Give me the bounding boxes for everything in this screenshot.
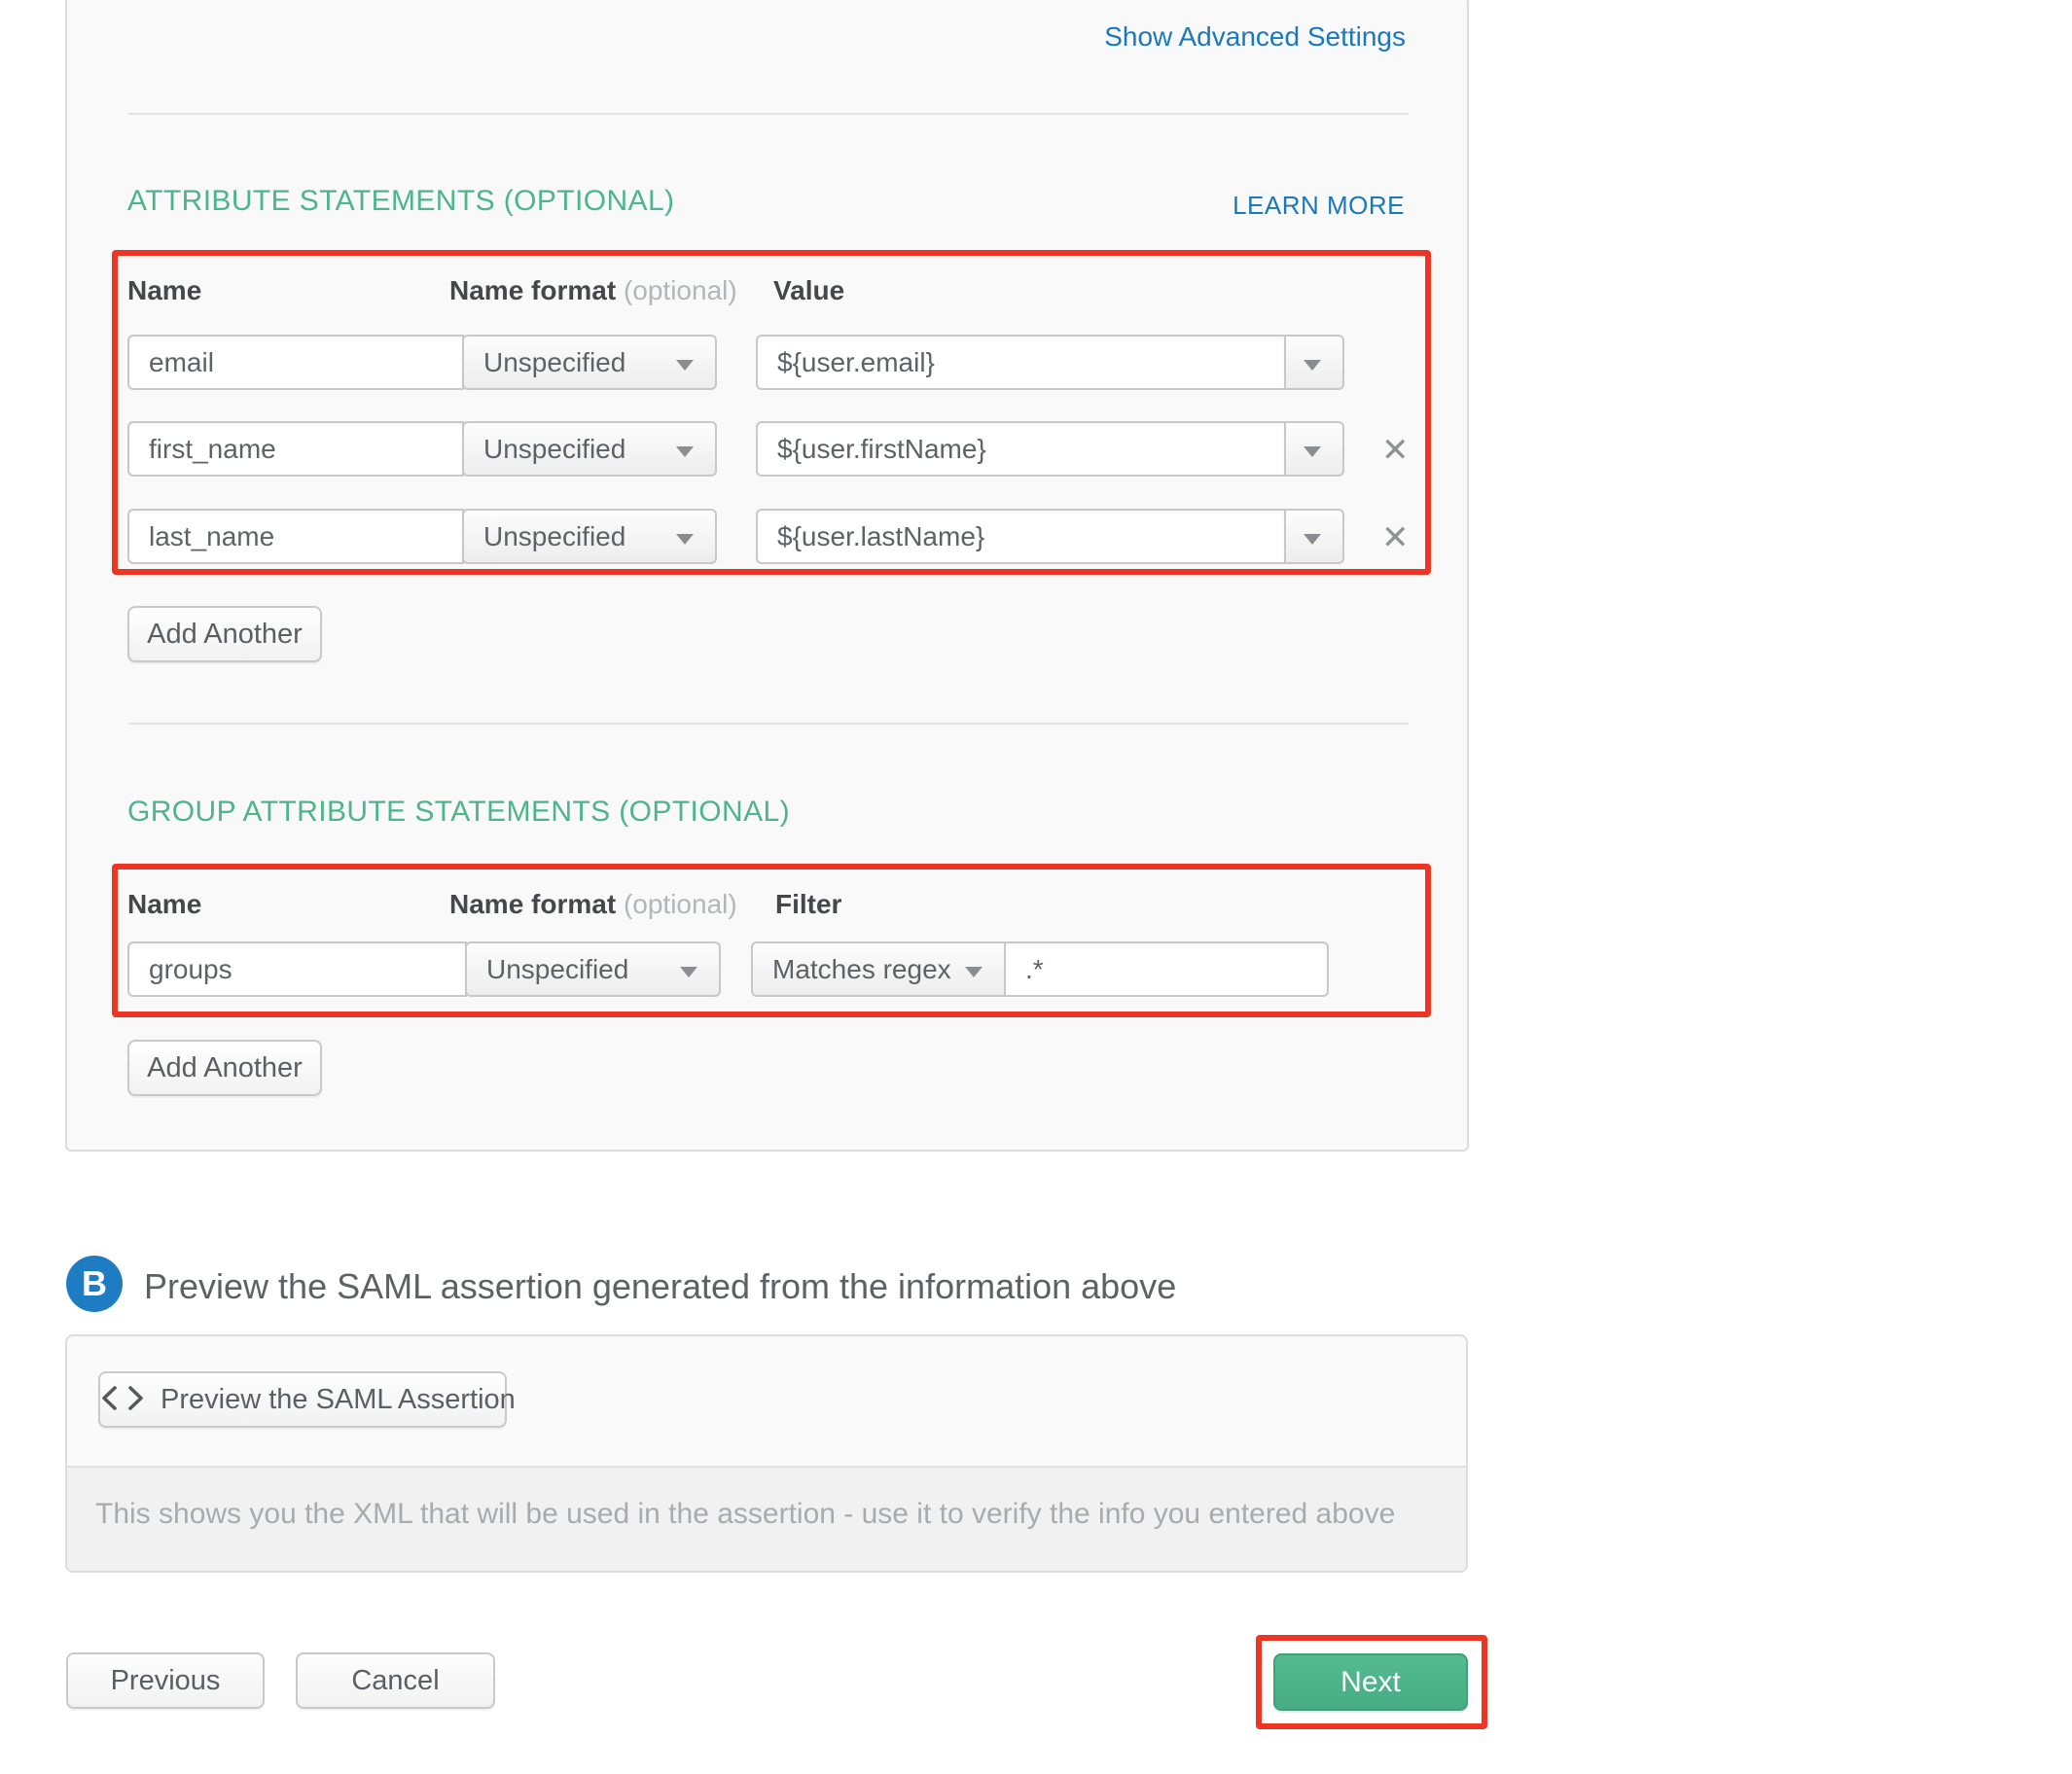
chevron-down-icon: [1304, 446, 1321, 457]
name-format-select[interactable]: Unspecified: [462, 335, 717, 390]
next-button[interactable]: Next: [1273, 1653, 1468, 1711]
column-header-value: Value: [773, 275, 845, 305]
value-dropdown-button[interactable]: [1284, 335, 1344, 390]
column-header-name: Name: [127, 889, 202, 919]
remove-row-close-icon[interactable]: ✕: [1381, 519, 1410, 556]
name-format-select[interactable]: Unspecified: [462, 421, 717, 477]
divider: [128, 723, 1409, 725]
attribute-name-input[interactable]: [127, 335, 464, 390]
add-another-button[interactable]: Add Another: [127, 1040, 322, 1096]
attribute-statements-title: ATTRIBUTE STATEMENTS (OPTIONAL): [127, 185, 675, 217]
chevron-down-icon: [680, 967, 697, 977]
attribute-value-input[interactable]: [756, 509, 1286, 564]
code-icon: [102, 1386, 143, 1410]
column-header-optional-label: (optional): [623, 889, 737, 919]
column-header-name-format: Name format (optional): [449, 275, 737, 306]
column-header-name-format-label: Name format: [449, 889, 617, 919]
column-header-filter: Filter: [775, 889, 842, 919]
attribute-name-input[interactable]: [127, 509, 464, 564]
chevron-down-icon: [1304, 534, 1321, 545]
name-format-value: Unspecified: [483, 434, 626, 464]
value-dropdown-button[interactable]: [1284, 421, 1344, 477]
column-header-name: Name: [127, 275, 202, 305]
cancel-button[interactable]: Cancel: [296, 1652, 495, 1709]
add-another-button[interactable]: Add Another: [127, 606, 322, 662]
preview-panel: [65, 1334, 1468, 1573]
column-header-name-format-label: Name format: [449, 275, 617, 305]
filter-value-input[interactable]: [1004, 941, 1329, 997]
attribute-value-input[interactable]: [756, 421, 1286, 477]
attribute-value-input[interactable]: [756, 335, 1286, 390]
group-attribute-statements-title: GROUP ATTRIBUTE STATEMENTS (OPTIONAL): [127, 796, 790, 828]
section-b-badge: B: [66, 1256, 123, 1312]
learn-more-link[interactable]: LEARN MORE: [1232, 191, 1405, 220]
divider: [128, 113, 1409, 115]
preview-helper-text: This shows you the XML that will be used…: [95, 1498, 1396, 1530]
column-header-optional-label: (optional): [623, 275, 737, 305]
name-format-value: Unspecified: [483, 521, 626, 551]
preview-saml-assertion-button[interactable]: Preview the SAML Assertion: [98, 1371, 516, 1428]
group-name-format-select[interactable]: Unspecified: [465, 941, 721, 997]
attribute-name-input[interactable]: [127, 421, 464, 477]
remove-row-close-icon[interactable]: ✕: [1381, 432, 1410, 469]
chevron-down-icon: [676, 534, 694, 545]
preview-saml-assertion-label: Preview the SAML Assertion: [161, 1384, 516, 1415]
section-b-title: Preview the SAML assertion generated fro…: [144, 1266, 1177, 1306]
chevron-down-icon: [676, 360, 694, 371]
chevron-down-icon: [1304, 360, 1321, 371]
chevron-down-icon: [965, 967, 982, 977]
filter-type-select[interactable]: Matches regex: [751, 941, 1006, 997]
show-advanced-settings-link[interactable]: Show Advanced Settings: [1104, 21, 1406, 52]
name-format-select[interactable]: Unspecified: [462, 509, 717, 564]
filter-type-value: Matches regex: [772, 954, 951, 984]
name-format-value: Unspecified: [483, 347, 626, 377]
preview-panel-footer: [67, 1466, 1466, 1571]
column-header-name-format: Name format (optional): [449, 889, 737, 920]
group-name-input[interactable]: [127, 941, 467, 997]
chevron-down-icon: [676, 446, 694, 457]
value-dropdown-button[interactable]: [1284, 509, 1344, 564]
previous-button[interactable]: Previous: [66, 1652, 265, 1709]
name-format-value: Unspecified: [486, 954, 629, 984]
